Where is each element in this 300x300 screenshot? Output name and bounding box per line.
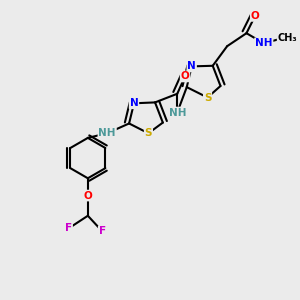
- Text: F: F: [99, 226, 106, 236]
- Text: CH₃: CH₃: [278, 33, 297, 43]
- Text: F: F: [65, 224, 72, 233]
- Text: NH: NH: [98, 128, 116, 138]
- Text: NH: NH: [255, 38, 272, 48]
- Text: N: N: [187, 61, 196, 71]
- Text: S: S: [145, 128, 152, 138]
- Text: N: N: [130, 98, 138, 108]
- Text: S: S: [204, 92, 211, 103]
- Text: O: O: [83, 190, 92, 201]
- Text: O: O: [251, 11, 260, 21]
- Text: O: O: [181, 71, 189, 82]
- Text: NH: NH: [169, 107, 186, 118]
